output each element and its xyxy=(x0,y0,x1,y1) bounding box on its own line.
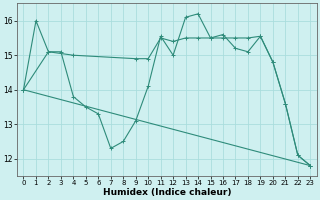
X-axis label: Humidex (Indice chaleur): Humidex (Indice chaleur) xyxy=(103,188,231,197)
